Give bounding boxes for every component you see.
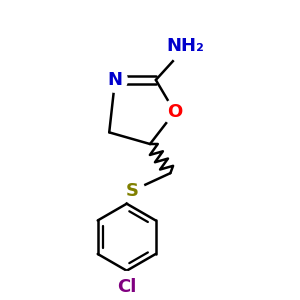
Circle shape [169, 32, 201, 64]
Circle shape [112, 272, 142, 300]
Text: N: N [108, 71, 123, 89]
Text: NH₂: NH₂ [166, 38, 204, 56]
Text: O: O [167, 103, 182, 121]
Circle shape [163, 100, 187, 124]
Text: S: S [126, 182, 139, 200]
Text: Cl: Cl [117, 278, 136, 296]
Circle shape [120, 178, 145, 203]
Circle shape [103, 68, 127, 92]
